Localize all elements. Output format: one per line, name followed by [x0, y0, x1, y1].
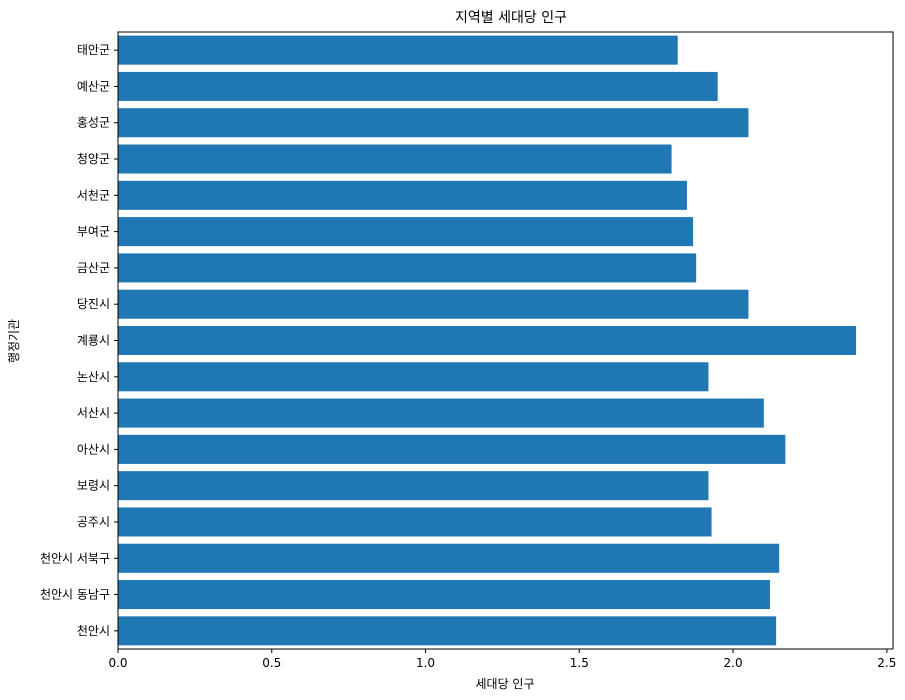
y-tick-label: 계룡시 [77, 334, 110, 348]
bar [118, 362, 709, 392]
bar [118, 180, 687, 210]
y-tick-label: 당진시 [77, 297, 110, 311]
bar [118, 507, 712, 537]
y-axis-label: 행정기관 [6, 319, 21, 363]
y-tick-label: 금산군 [77, 261, 110, 275]
bars-group [118, 35, 857, 646]
y-tick-label: 예산군 [77, 79, 110, 93]
y-tick-label: 공주시 [77, 515, 110, 529]
bar [118, 616, 777, 646]
x-tick-label: 1.5 [570, 656, 589, 670]
y-tick-label: 서천군 [77, 187, 110, 202]
x-axis-label: 세대당 인구 [475, 677, 534, 691]
bar [118, 398, 764, 428]
y-tick-label: 천안시 [77, 623, 110, 638]
x-tick-label: 1.0 [416, 656, 435, 670]
x-tick-label: 0.5 [262, 656, 281, 670]
bar [118, 35, 678, 65]
bar [118, 144, 672, 174]
y-tick-label: 논산시 [77, 370, 110, 384]
x-tick-label: 2.0 [724, 656, 743, 670]
y-tick-label: 보령시 [77, 479, 110, 493]
x-tick-label: 0.0 [108, 656, 127, 670]
bar [118, 253, 697, 283]
y-tick-label: 천안시 동남구 [40, 587, 110, 602]
y-tick-label: 서산시 [77, 406, 110, 420]
y-tick-label: 부여군 [77, 225, 110, 239]
bar [118, 471, 709, 501]
bar [118, 434, 786, 464]
bar [118, 217, 694, 247]
y-tick-label: 청양군 [77, 152, 110, 166]
bar [118, 108, 749, 138]
bar [118, 289, 749, 319]
y-tick-label: 태안군 [77, 43, 110, 57]
chart-title: 지역별 세대당 인구 [455, 10, 567, 26]
y-axis-ticks: 천안시 천안시 동남구 천안시 서북구 공주시 보령시 아산시 서산시 논산시 계룡시 당진시 금산… [40, 43, 118, 638]
x-axis-ticks: 0.0 0.5 1.0 1.5 2.0 2.5 [108, 649, 896, 670]
y-tick-label: 천안시 서북구 [40, 550, 110, 565]
plot-frame [117, 31, 894, 650]
bar [118, 580, 770, 610]
bar [118, 325, 857, 356]
y-tick-label: 홍성군 [77, 116, 110, 130]
y-tick-label: 아산시 [77, 442, 110, 456]
bar [118, 543, 780, 573]
x-tick-label: 2.5 [877, 656, 896, 670]
bar [118, 71, 718, 101]
